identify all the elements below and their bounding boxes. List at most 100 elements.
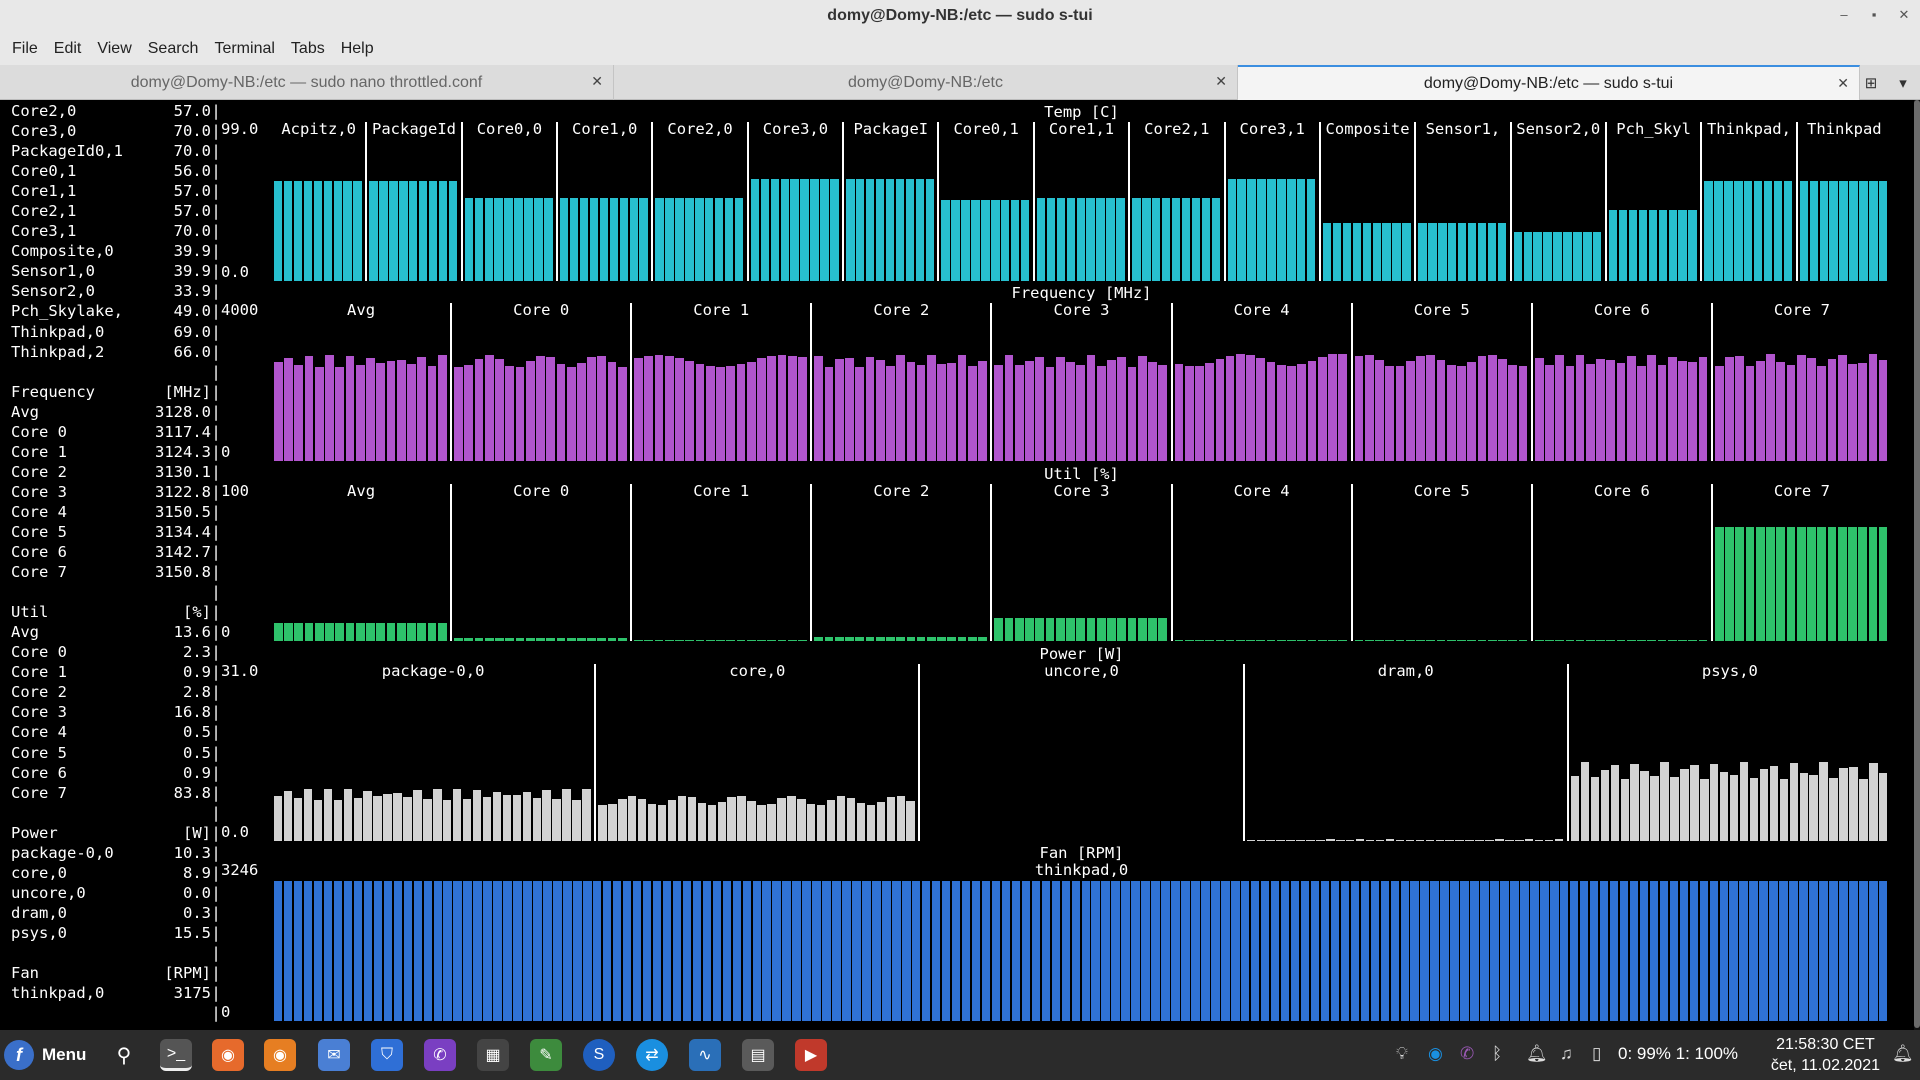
sensor-value: 0.3 xyxy=(183,903,211,922)
bar-4-0-67 xyxy=(941,881,951,1021)
bar-1-6-2 xyxy=(1375,360,1384,461)
sensor-name: Core0,1 xyxy=(11,162,77,181)
bar-2-4-8 xyxy=(1076,618,1086,641)
bar-4-0-25 xyxy=(523,881,532,1021)
bar-2-8-6 xyxy=(1776,527,1786,641)
bar-3-3-28 xyxy=(1525,839,1534,841)
battery-icon[interactable]: ▯ xyxy=(1592,1044,1602,1063)
viber-tray-icon[interactable]: ✆ xyxy=(1460,1044,1475,1063)
menu-edit[interactable]: Edit xyxy=(53,39,82,57)
bar-3-0-16 xyxy=(433,789,442,841)
bar-1-5-16 xyxy=(1338,354,1348,461)
bar-1-8-5 xyxy=(1766,354,1775,461)
chart-title: Frequency [MHz] xyxy=(1011,284,1152,302)
tab-etc[interactable]: domy@Domy-NB:/etc ✕ xyxy=(614,65,1238,100)
sensor-row: Composite,0 39.9 | xyxy=(11,241,221,261)
bar-4-0-121 xyxy=(1480,881,1489,1021)
close-tab-icon[interactable]: ✕ xyxy=(1215,73,1227,89)
bluetooth-icon[interactable]: ᛒ xyxy=(1492,1044,1503,1063)
close-tab-icon[interactable]: ✕ xyxy=(591,73,603,89)
teamviewer-tray-icon[interactable]: ◉ xyxy=(1428,1044,1443,1063)
menu-terminal[interactable]: Terminal xyxy=(214,39,275,57)
sensor-row: dram,0 0.3 | xyxy=(11,903,221,923)
bar-0-10-7 xyxy=(1297,179,1306,281)
terminal-area[interactable]: Core2,0 57.0 | Core3,0 70.0 | PackageId0,1 70.0… xyxy=(0,100,1920,1030)
bar-4-0-146 xyxy=(1729,881,1738,1021)
bar-3-1-21 xyxy=(807,804,816,841)
tab-nano[interactable]: domy@Domy-NB:/etc — sudo nano throttled.… xyxy=(0,65,614,100)
bar-4-0-56 xyxy=(832,881,841,1021)
minimize-icon[interactable]: – xyxy=(1840,7,1848,22)
skype-icon[interactable]: S xyxy=(583,1039,615,1071)
bar-2-7-3 xyxy=(1565,640,1575,641)
notification-bell-icon[interactable]: 🔔︎ xyxy=(1892,1044,1914,1063)
notifications-icon[interactable]: 🔔︎ xyxy=(1526,1044,1548,1063)
bar-1-6-10 xyxy=(1457,366,1466,461)
menu-tabs[interactable]: Tabs xyxy=(290,39,325,57)
spreadsheet-icon[interactable]: ▤ xyxy=(742,1039,774,1071)
scrollbar-thumb[interactable] xyxy=(1914,100,1920,1028)
maximize-icon[interactable]: ▪ xyxy=(1871,7,1877,22)
start-menu-button[interactable]: f Menu xyxy=(4,1038,86,1072)
bar-1-3-14 xyxy=(957,355,967,461)
bar-3-1-16 xyxy=(757,805,766,841)
bar-1-2-8 xyxy=(716,367,725,461)
battery-status[interactable]: 0: 99% 1: 100% xyxy=(1618,1044,1739,1063)
clock[interactable]: 21:58:30 CET čet, 11.02.2021 xyxy=(1771,1034,1880,1076)
bar-3-0-30 xyxy=(572,800,581,841)
firefox-alt-icon[interactable]: ◉ xyxy=(264,1039,296,1071)
firefox-icon[interactable]: ◉ xyxy=(212,1039,244,1071)
bar-2-3-13 xyxy=(947,637,957,641)
category-label: thinkpad,0 xyxy=(1034,861,1129,879)
bar-1-7-7 xyxy=(1606,360,1616,461)
bar-4-0-132 xyxy=(1589,881,1599,1021)
sensor-value: [RPM] xyxy=(164,964,211,983)
sensor-value: 49.0 xyxy=(173,302,211,321)
bar-4-0-65 xyxy=(921,881,931,1021)
bar-4-0-130 xyxy=(1569,881,1579,1021)
search-icon[interactable]: ⚲ xyxy=(116,1044,132,1067)
sound-icon[interactable]: ♫ xyxy=(1560,1044,1573,1063)
teamviewer-icon[interactable]: ⇄ xyxy=(636,1039,668,1071)
bar-0-2-6 xyxy=(524,198,533,281)
close-tab-icon[interactable]: ✕ xyxy=(1837,75,1849,91)
new-tab-icon[interactable]: ⊞ xyxy=(1864,74,1878,92)
bar-0-13-2 xyxy=(1533,232,1542,281)
bar-2-3-6 xyxy=(875,637,885,641)
category-divider xyxy=(365,122,368,281)
category-label: Core 5 xyxy=(1413,301,1470,319)
bulb-icon[interactable]: 💡︎ xyxy=(1396,1044,1408,1063)
menu-file[interactable]: File xyxy=(12,39,38,57)
tools-icon[interactable]: ✎ xyxy=(530,1039,562,1071)
column-divider: | xyxy=(211,202,221,221)
tabs-dropdown-icon[interactable]: ▾ xyxy=(1899,74,1907,92)
bar-2-2-6 xyxy=(695,640,705,641)
bar-3-1-1 xyxy=(608,804,617,841)
bar-4-0-77 xyxy=(1041,881,1051,1021)
close-icon[interactable]: ✕ xyxy=(1898,7,1910,22)
bar-1-2-5 xyxy=(685,361,695,461)
password-manager-icon[interactable]: ⛉ xyxy=(371,1039,403,1071)
mail-icon[interactable]: ✉ xyxy=(318,1039,350,1071)
bar-1-4-14 xyxy=(1137,356,1147,461)
bar-3-1-12 xyxy=(717,802,726,841)
menu-search[interactable]: Search xyxy=(147,39,199,57)
calculator-icon[interactable]: ▦ xyxy=(477,1039,509,1071)
bar-1-7-11 xyxy=(1647,355,1657,461)
viber-icon[interactable]: ✆ xyxy=(424,1039,456,1071)
bar-1-8-3 xyxy=(1745,366,1755,461)
bar-4-0-9 xyxy=(363,881,373,1021)
terminal-icon[interactable]: >_ xyxy=(160,1039,192,1071)
menu-view[interactable]: View xyxy=(97,39,132,57)
system-monitor-icon[interactable]: ∿ xyxy=(689,1039,721,1071)
menu-help[interactable]: Help xyxy=(340,39,374,57)
bar-3-0-17 xyxy=(443,800,452,841)
tab-s-tui[interactable]: domy@Domy-NB:/etc — sudo s-tui ✕ xyxy=(1238,65,1860,100)
bar-1-8-0 xyxy=(1714,366,1724,461)
bar-0-12-3 xyxy=(1448,223,1457,281)
terminal-scrollbar[interactable] xyxy=(1914,100,1920,1030)
app-icon[interactable]: ▶ xyxy=(795,1039,827,1071)
bar-0-3-3 xyxy=(589,198,599,281)
bar-0-11-0 xyxy=(1322,223,1332,281)
bar-4-0-32 xyxy=(593,881,602,1021)
